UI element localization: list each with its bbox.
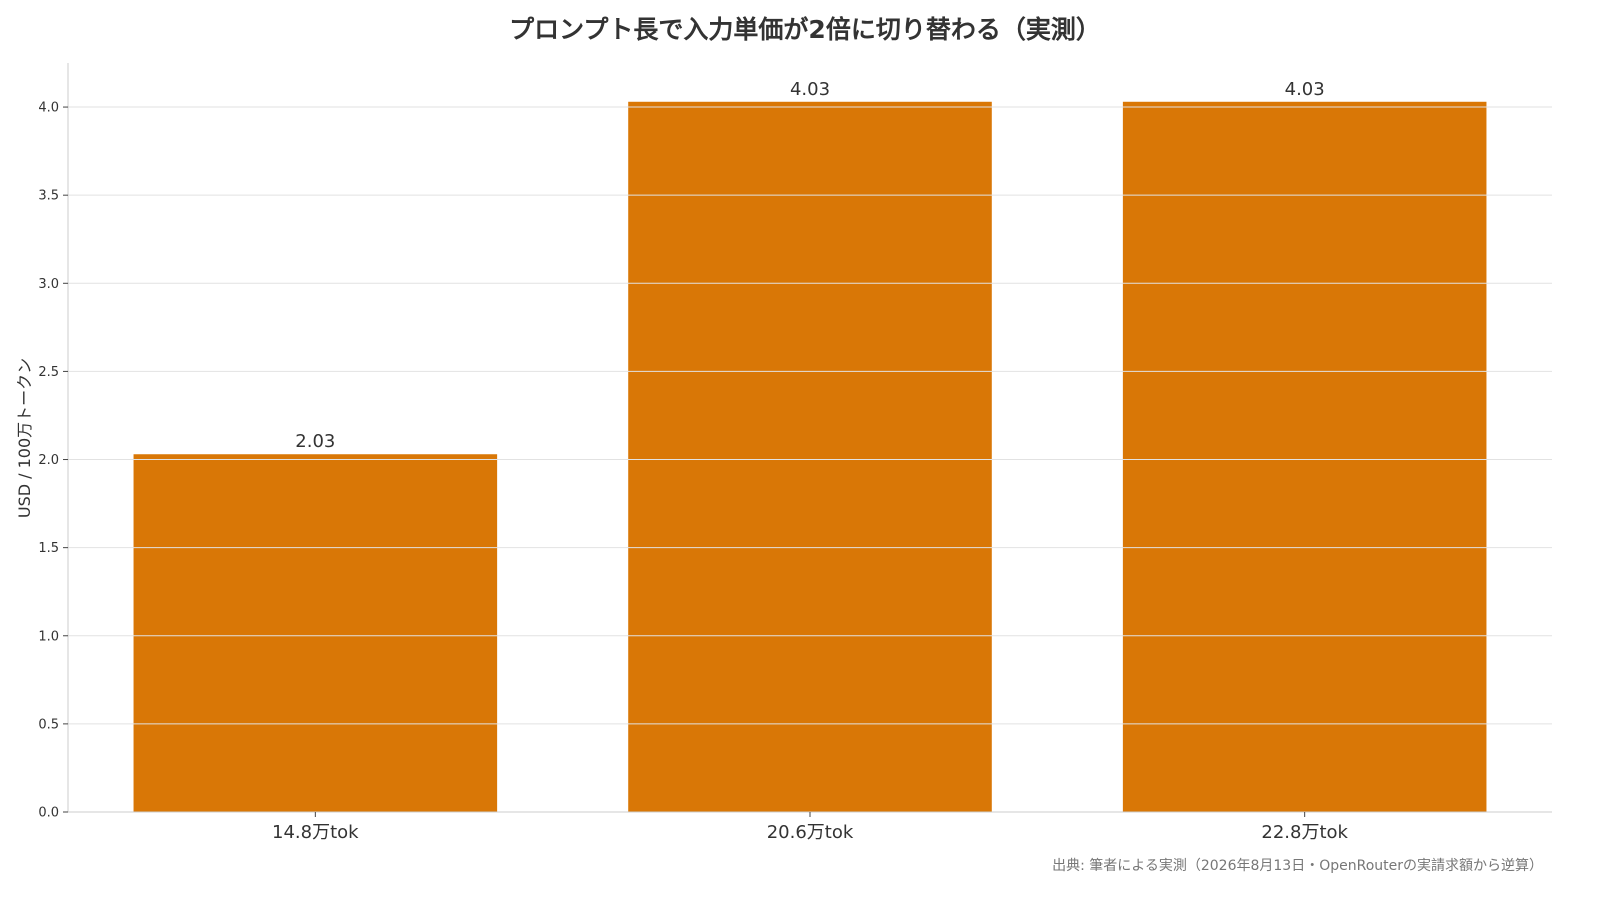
data-labels: 2.03 4.03 4.03: [295, 79, 1324, 452]
bar-1: [628, 101, 992, 812]
x-tick-label-0: 14.8万tok: [272, 822, 359, 843]
gridlines: [68, 106, 1552, 813]
y-tick-label-0: 0.0: [38, 806, 59, 821]
bar-0: [133, 454, 498, 812]
x-tick-label-1: 20.6万tok: [767, 822, 854, 843]
y-tick-label-5: 2.5: [38, 365, 59, 380]
y-ticks: 0.0 0.5 1.0 1.5 2.0 2.5 3.0 3.5 4.0: [38, 101, 68, 821]
chart-title: プロンプト長で入力単価が2倍に切り替わる（実測）: [509, 15, 1101, 44]
y-tick-label-2: 1.0: [38, 629, 59, 644]
chart-figure: プロンプト長で入力単価が2倍に切り替わる（実測） 0.0 0.5 1.0 1.5 2.0…: [15, 15, 1552, 874]
y-tick-label-4: 2.0: [38, 453, 59, 468]
y-tick-label-6: 3.0: [38, 277, 59, 292]
y-tick-label-3: 1.5: [38, 541, 59, 556]
y-tick-label-1: 0.5: [38, 717, 59, 732]
source-note: 出典: 筆者による実測（2026年8月13日・OpenRouterの実請求額から…: [1052, 858, 1543, 874]
y-tick-label-8: 4.0: [38, 101, 59, 116]
x-ticks: 14.8万tok 20.6万tok 22.8万tok: [272, 812, 1349, 843]
bar-2: [1122, 101, 1487, 812]
bars: [133, 101, 1487, 812]
y-tick-label-7: 3.5: [38, 189, 59, 204]
data-label-1: 4.03: [790, 79, 830, 100]
x-tick-label-2: 22.8万tok: [1261, 822, 1348, 843]
data-label-2: 4.03: [1285, 79, 1325, 100]
y-axis-label: USD / 100万トークン: [15, 358, 34, 518]
data-label-0: 2.03: [295, 431, 335, 452]
